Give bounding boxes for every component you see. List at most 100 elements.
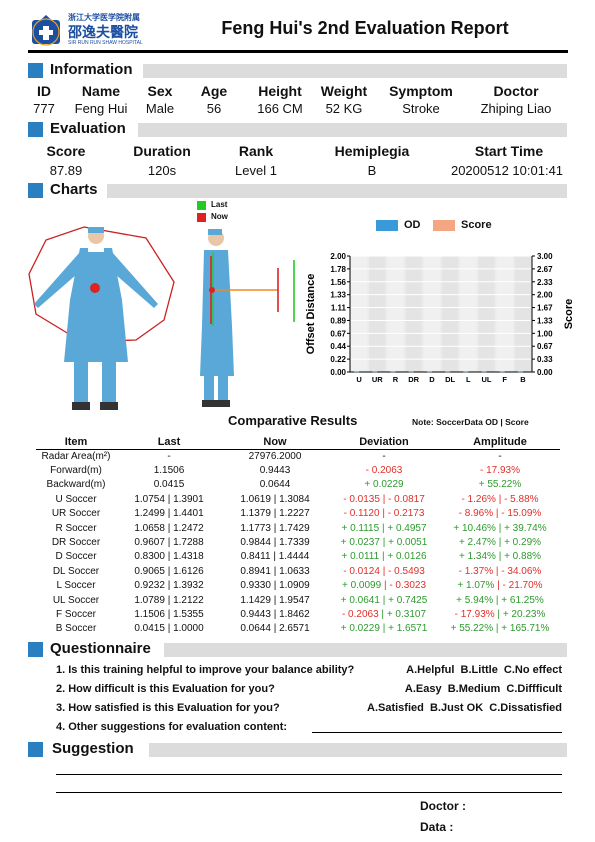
comparative-title: Comparative Results	[228, 413, 358, 428]
row-item: DL Soccer	[52, 565, 100, 577]
row-deviation: - 0.0135 | - 0.0817	[343, 493, 425, 505]
section-bar	[164, 643, 567, 657]
row-amplitude: - 17.93% | + 20.23%	[454, 608, 546, 620]
row-item: U Soccer	[55, 493, 97, 505]
eval-score: 87.89	[49, 163, 83, 178]
row-deviation: - 0.2063 | + 0.3107	[341, 608, 427, 620]
row-last: 0.0415 | 1.0000	[134, 623, 204, 635]
y2-tick-label: 0.00	[537, 368, 553, 377]
row-amplitude: + 10.46% | + 39.74%	[453, 522, 547, 534]
legend-od-swatch	[376, 220, 398, 231]
row-amplitude: - 8.96% | - 15.09%	[458, 508, 542, 520]
eval-rank: Level 1	[235, 163, 277, 178]
report-title: Feng Hui's 2nd Evaluation Report	[221, 18, 509, 38]
row-item: UR Soccer	[51, 508, 101, 520]
row-now: 1.0619 | 1.3084	[240, 493, 310, 505]
suggestion-line-1[interactable]	[56, 774, 562, 775]
x-tick-label: UR	[372, 375, 383, 384]
table-row: Radar Area(m²) - 27976.2000 - -	[36, 449, 560, 463]
plot-band	[478, 256, 495, 372]
table-row: Forward(m) 1.1506 0.9443 - 0.2063 - 17.93%	[36, 463, 560, 477]
row-deviation: + 0.1115 | + 0.4957	[341, 522, 427, 534]
od-bar	[445, 371, 451, 373]
x-tick-label: D	[429, 375, 435, 384]
suggestion-line-2[interactable]	[56, 792, 562, 793]
section-bar	[138, 123, 567, 137]
y2-tick-label: 2.67	[537, 265, 553, 274]
hospital-logo: 浙江大学医学院附属 邵逸夫醫院 SIR RUN RUN SHAW HOSPITA…	[28, 12, 158, 48]
info-symptom: Stroke	[402, 101, 440, 116]
info-header-id: ID	[37, 83, 51, 99]
row-amplitude: + 1.34% | + 0.88%	[458, 551, 542, 563]
table-row: L Soccer 0.9232 | 1.3932 0.9330 | 1.0909 + …	[36, 579, 560, 593]
table-row: R Soccer 1.0658 | 1.2472 1.1773 | 1.7429 + …	[36, 521, 560, 535]
question-2: 2. How difficult is this Evaluation for …	[56, 683, 275, 695]
x-tick-label: U	[356, 375, 361, 384]
col-amplitude: Amplitude	[440, 436, 560, 450]
row-deviation: + 0.0641 | + 0.7425	[340, 594, 428, 606]
section-bar	[143, 64, 567, 78]
y-tick-label: 0.22	[330, 355, 346, 364]
plot-band	[496, 256, 513, 372]
eval-header-duration: Duration	[133, 143, 191, 159]
plot-band	[442, 256, 459, 372]
y2-tick-label: 1.00	[537, 329, 553, 338]
row-last: 0.0415	[153, 479, 185, 491]
row-now: 0.0644	[259, 479, 291, 491]
y-tick-label: 2.00	[330, 252, 346, 261]
hospital-emblem-icon	[32, 15, 60, 46]
eval-start-time: 20200512 10:01:41	[450, 163, 564, 178]
eval-header-start-time: Start Time	[474, 143, 544, 159]
x-tick-label: F	[502, 375, 507, 384]
y2-tick-label: 2.33	[537, 278, 553, 287]
od-bar	[426, 371, 432, 373]
row-item: L Soccer	[56, 580, 96, 592]
row-now: 1.1379 | 1.2227	[240, 508, 310, 520]
legend-last-label: Last	[211, 200, 228, 209]
y2-tick-label: 2.00	[537, 291, 553, 300]
question-1-options[interactable]: A.Helpful B.Little C.No effect	[406, 664, 562, 676]
y-tick-label: 1.11	[331, 304, 347, 313]
question-4-answer-line[interactable]	[312, 732, 562, 733]
info-id: 777	[33, 101, 55, 116]
row-deviation: + 0.0229	[364, 479, 404, 491]
plot-band	[514, 256, 531, 372]
table-row: DL Soccer 0.9065 | 1.6126 0.8941 | 1.0633 -…	[36, 564, 560, 578]
section-marker-icon	[28, 63, 43, 78]
y-tick-label: 1.33	[330, 291, 346, 300]
side-point-icon	[209, 287, 215, 293]
info-sex: Male	[145, 101, 175, 116]
section-marker-icon	[28, 183, 43, 198]
legend-od-label: OD	[404, 219, 421, 231]
table-row: B Soccer 0.0415 | 1.0000 0.0644 | 2.6571 + …	[36, 622, 560, 636]
plot-band	[423, 256, 440, 372]
row-item: DR Soccer	[51, 537, 101, 549]
row-now: 0.0644 | 2.6571	[240, 623, 310, 635]
section-title-information: Information	[50, 61, 133, 78]
info-header-name: Name	[81, 83, 121, 99]
section-title-evaluation: Evaluation	[50, 120, 126, 137]
logo-en: SIR RUN RUN SHAW HOSPITAL	[68, 40, 143, 46]
col-now: Now	[222, 436, 328, 450]
doctor-side-icon	[200, 229, 234, 407]
section-marker-icon	[28, 742, 43, 757]
section-bar	[107, 184, 567, 198]
row-item: D Soccer	[55, 551, 97, 563]
info-header-weight: Weight	[320, 83, 368, 99]
info-age: 56	[206, 101, 222, 116]
x-tick-label: DR	[408, 375, 419, 384]
question-2-options[interactable]: A.Easy B.Medium C.Diffficult	[404, 683, 562, 695]
x-tick-label: R	[393, 375, 399, 384]
logo-cn-small: 浙江大学医学院附属	[68, 13, 140, 22]
row-last: 0.9065 | 1.6126	[134, 565, 204, 577]
row-now: 0.9443	[259, 465, 291, 477]
x-tick-label: DL	[445, 375, 455, 384]
y-tick-label: 1.78	[330, 265, 346, 274]
y-tick-label: 0.67	[330, 329, 346, 338]
od-bar	[463, 371, 469, 373]
question-3-options[interactable]: A.Satisfied B.Just OK C.Dissatisfied	[367, 702, 562, 714]
row-deviation: - 0.1120 | - 0.2173	[343, 508, 425, 520]
legend-last-swatch	[197, 201, 206, 210]
y-axis-label: Offset Distance	[305, 274, 317, 355]
side-figure	[200, 229, 295, 407]
